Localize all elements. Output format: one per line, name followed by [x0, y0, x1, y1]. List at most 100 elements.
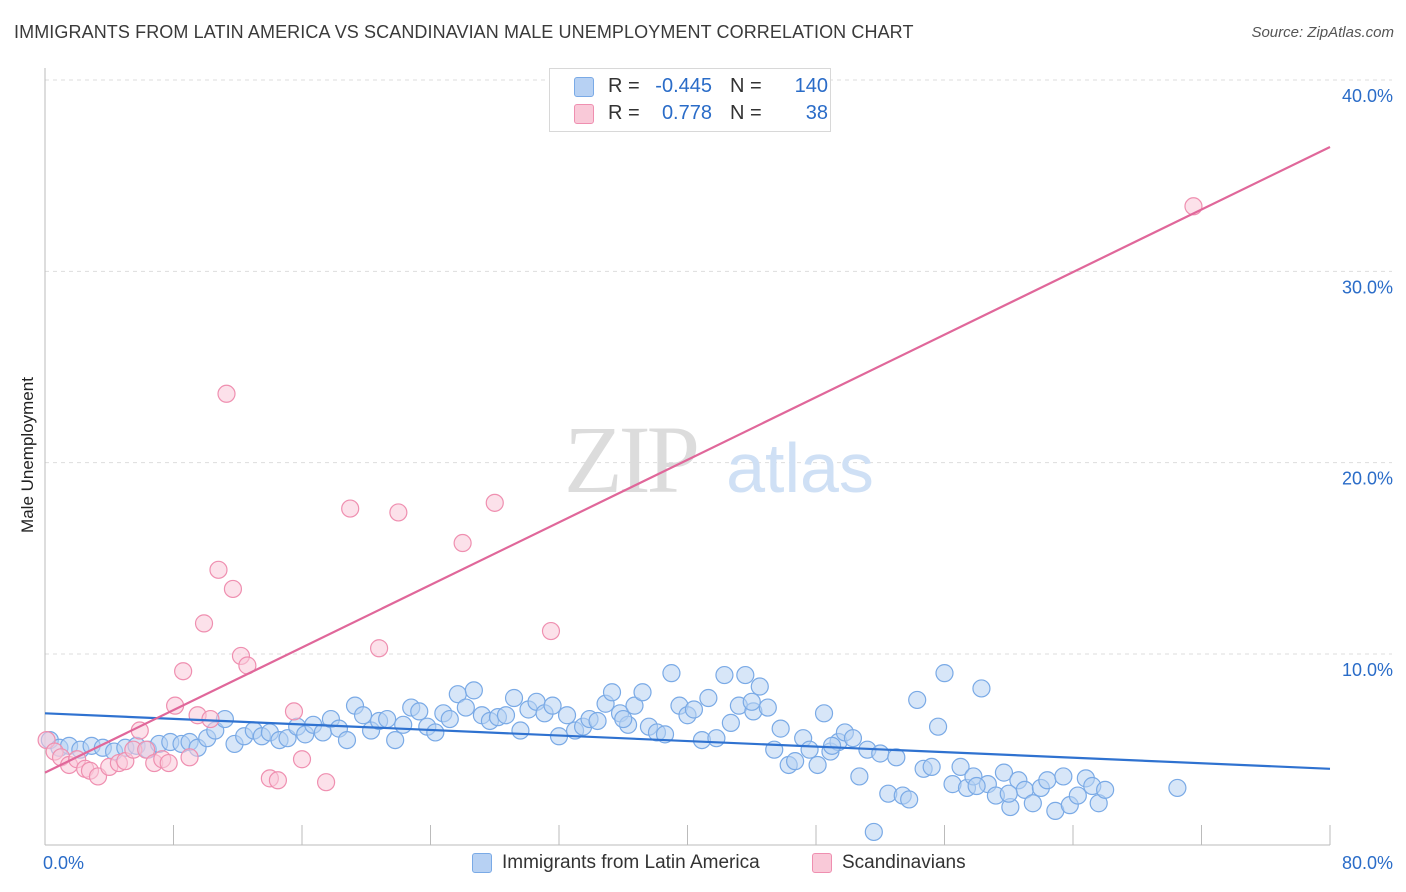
point-latin-america: [994, 763, 1014, 782]
point-latin-america: [410, 702, 429, 721]
legend-n-label: N =: [730, 75, 762, 97]
legend-r-value: -0.445: [655, 75, 712, 97]
point-latin-america: [900, 790, 919, 809]
point-scandinavians: [284, 702, 304, 721]
point-latin-america: [786, 752, 805, 771]
legend-r-label: R =: [608, 75, 640, 97]
point-latin-america: [999, 784, 1018, 803]
y-tick-label: 30.0%: [1342, 277, 1393, 297]
point-latin-america: [440, 709, 459, 729]
point-latin-america: [633, 683, 652, 702]
point-scandinavians: [201, 709, 220, 729]
legend-swatch-blue: [574, 77, 594, 97]
point-scandinavians: [316, 773, 336, 792]
point-latin-america: [808, 755, 827, 775]
point-latin-america: [655, 725, 675, 744]
point-latin-america: [456, 698, 475, 717]
point-latin-america: [871, 744, 890, 763]
x-tick-label-max: 80.0%: [1342, 853, 1393, 873]
point-latin-america: [1038, 771, 1057, 790]
y-tick-label: 40.0%: [1342, 86, 1393, 106]
x-tick-label-min: 0.0%: [43, 853, 84, 873]
trend-line-latin-america: [44, 712, 1331, 770]
point-latin-america: [543, 696, 562, 715]
point-latin-america: [850, 767, 869, 786]
point-scandinavians: [159, 753, 178, 773]
legend-n-label: N =: [730, 102, 762, 124]
y-tick-label: 20.0%: [1342, 469, 1393, 489]
y-tick-label: 10.0%: [1342, 660, 1393, 680]
point-scandinavians: [209, 560, 228, 579]
watermark-zip: ZIP: [564, 406, 697, 513]
legend-swatch-pink: [574, 104, 594, 124]
point-latin-america: [378, 709, 397, 729]
point-scandinavians: [194, 614, 214, 633]
point-latin-america: [814, 704, 834, 723]
point-latin-america: [337, 730, 357, 750]
point-latin-america: [742, 692, 761, 711]
point-latin-america: [602, 683, 622, 702]
point-latin-america: [684, 700, 704, 719]
point-scandinavians: [180, 748, 199, 767]
series-latin-america-points: [40, 664, 1187, 842]
point-scandinavians: [541, 621, 561, 641]
point-latin-america: [758, 698, 777, 717]
legend-r-label: R =: [608, 102, 640, 124]
point-latin-america: [662, 664, 681, 683]
x-tick-labels: 0.0% 80.0%: [43, 853, 1393, 873]
point-latin-america: [496, 706, 516, 725]
point-latin-america: [699, 688, 718, 708]
legend-n-value: 140: [794, 75, 828, 97]
point-latin-america: [771, 719, 790, 738]
gridlines: [45, 79, 1392, 655]
point-latin-america: [386, 730, 405, 750]
legend-n-value: 38: [805, 102, 828, 124]
point-latin-america: [1054, 767, 1073, 786]
point-latin-america: [736, 665, 755, 685]
point-latin-america: [588, 711, 607, 731]
point-latin-america: [843, 729, 863, 748]
trend-lines: [44, 145, 1331, 774]
source-credit: Source: ZipAtlas.com: [1251, 24, 1394, 41]
point-scandinavians: [174, 662, 193, 681]
point-latin-america: [887, 748, 906, 767]
point-latin-america: [557, 706, 577, 725]
legend-label: Scandinavians: [842, 852, 966, 873]
point-latin-america: [721, 713, 740, 732]
point-latin-america: [353, 706, 373, 725]
point-scandinavians: [453, 533, 472, 553]
point-latin-america: [426, 723, 445, 742]
point-latin-america: [967, 776, 986, 796]
trend-line-scandinavians: [44, 145, 1331, 774]
point-scandinavians: [223, 579, 243, 599]
point-latin-america: [800, 740, 819, 759]
point-latin-america: [928, 717, 948, 736]
point-latin-america: [707, 729, 726, 748]
y-tick-labels: 10.0% 20.0% 30.0% 40.0%: [1342, 86, 1393, 680]
point-latin-america: [625, 696, 644, 715]
point-latin-america: [935, 664, 954, 683]
series-scandinavians-points: [37, 197, 1203, 792]
point-latin-america: [1096, 780, 1115, 799]
point-scandinavians: [341, 499, 360, 518]
point-scandinavians: [292, 750, 312, 769]
point-latin-america: [908, 690, 927, 710]
point-latin-america: [394, 715, 413, 734]
point-scandinavians: [389, 503, 408, 522]
chart-title: IMMIGRANTS FROM LATIN AMERICA VS SCANDIN…: [14, 22, 914, 42]
point-latin-america: [1168, 778, 1187, 798]
axes: [44, 68, 1331, 846]
watermark: ZIP atlas: [564, 406, 874, 513]
point-latin-america: [951, 757, 970, 776]
point-scandinavians: [268, 771, 288, 790]
watermark-atlas: atlas: [726, 429, 874, 507]
point-latin-america: [614, 709, 633, 729]
point-latin-america: [464, 681, 483, 700]
legend-swatch-blue: [472, 853, 492, 873]
point-latin-america: [750, 677, 769, 696]
legend-r-value: 0.778: [661, 102, 712, 124]
point-latin-america: [1023, 794, 1042, 813]
point-latin-america: [511, 721, 530, 740]
point-scandinavians: [217, 384, 236, 403]
